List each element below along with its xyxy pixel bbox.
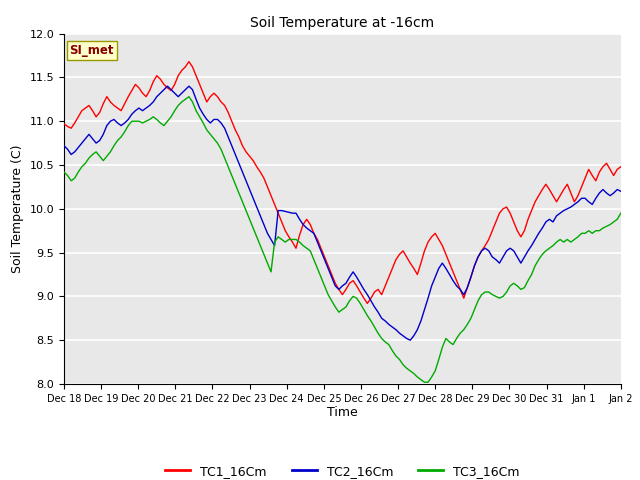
X-axis label: Time: Time (327, 407, 358, 420)
Y-axis label: Soil Temperature (C): Soil Temperature (C) (11, 144, 24, 273)
Text: SI_met: SI_met (70, 44, 114, 57)
Legend: TC1_16Cm, TC2_16Cm, TC3_16Cm: TC1_16Cm, TC2_16Cm, TC3_16Cm (160, 460, 525, 480)
Title: Soil Temperature at -16cm: Soil Temperature at -16cm (250, 16, 435, 30)
